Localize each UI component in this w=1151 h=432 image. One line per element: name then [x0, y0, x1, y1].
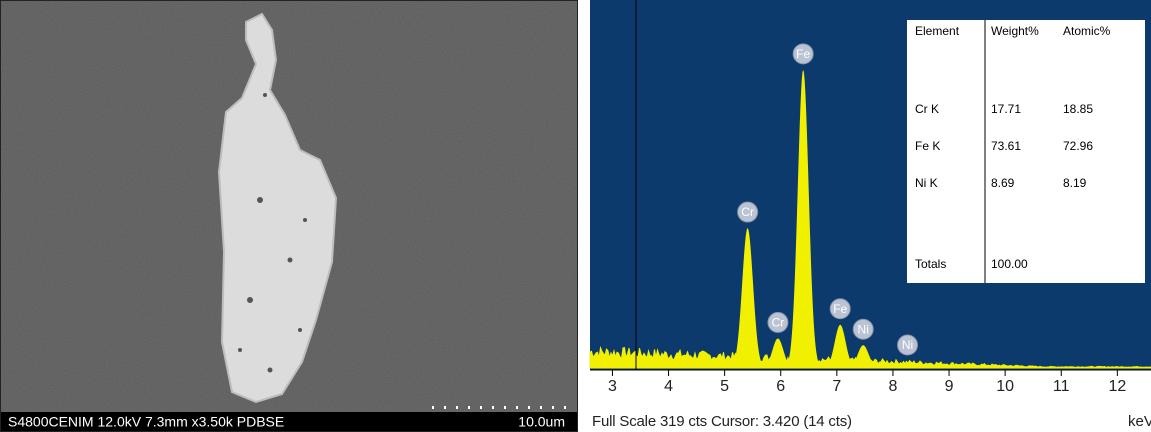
scale-dot	[504, 406, 506, 409]
table-cell: 8.69	[991, 176, 1015, 190]
scale-dot	[528, 406, 530, 409]
peak	[756, 338, 799, 368]
peak-label: Cr	[772, 316, 785, 330]
peak	[886, 363, 929, 368]
sem-caption: S4800CENIM 12.0kV 7.3mm x3.50k PDBSE	[8, 414, 284, 430]
table-box	[907, 20, 1145, 283]
x-tick-label: 3	[608, 378, 617, 395]
peak-label: Ni	[902, 338, 913, 352]
table-cell: Fe K	[915, 139, 940, 153]
peak-label: Ni	[858, 322, 869, 336]
peak-label: Fe	[796, 47, 810, 61]
scale-label: 10.0um	[518, 414, 565, 430]
x-tick-label: 4	[664, 378, 673, 395]
table-cell: Cr K	[915, 102, 939, 116]
scale-dot	[456, 406, 458, 409]
x-tick-label: 10	[996, 378, 1014, 395]
peak	[726, 228, 769, 368]
spectrum-background-noise	[589, 345, 1151, 369]
table-cell: 18.85	[1063, 102, 1093, 116]
peak	[819, 324, 862, 368]
scale-dot	[540, 406, 542, 409]
x-tick-label: 8	[888, 378, 897, 395]
x-tick-label: 11	[1053, 378, 1070, 395]
x-unit: keV	[1128, 413, 1151, 430]
x-tick-label: 7	[832, 378, 841, 395]
scale-dot	[552, 406, 554, 409]
table-cell: 17.71	[991, 102, 1021, 116]
particle	[217, 12, 338, 404]
spectrum-footer: Full Scale 319 cts Cursor: 3.420 (14 cts…	[592, 413, 852, 430]
peak	[782, 69, 825, 369]
table-cell: 73.61	[991, 139, 1021, 153]
peak-label-bubble	[897, 334, 919, 356]
peak	[842, 345, 885, 368]
sem-image: S4800CENIM 12.0kV 7.3mm x3.50k PDBSE 10.…	[0, 0, 578, 432]
table-cell: Ni K	[915, 176, 938, 190]
table-cell: 100.00	[991, 257, 1028, 271]
x-tick-label: 9	[945, 378, 954, 395]
peak-label-bubble	[767, 311, 789, 333]
x-tick-label: 5	[720, 378, 729, 395]
scale-dot	[468, 406, 470, 409]
table-header: Weight%	[991, 24, 1039, 38]
scale-dot	[492, 406, 494, 409]
scale-dot	[480, 406, 482, 409]
table-cell: 72.96	[1063, 139, 1093, 153]
peak-label-bubble	[792, 43, 814, 65]
x-tick-label: 6	[776, 378, 785, 395]
table-header: Atomic%	[1063, 24, 1111, 38]
peak-label-bubble	[737, 201, 759, 223]
peak-label: Fe	[833, 302, 847, 316]
results-table: Element Weight% Atomic% Cr K 17.71 18.85 Fe K 7…	[907, 20, 1145, 283]
scale-dot	[564, 406, 566, 409]
table-header: Element	[915, 24, 960, 38]
scale-dot	[444, 406, 446, 409]
peak-label-bubble	[829, 298, 851, 320]
caption-bar	[0, 412, 578, 432]
scale-dot	[516, 406, 518, 409]
table-cell: 8.19	[1063, 176, 1087, 190]
peak-label: Cr	[741, 205, 754, 219]
scale-bar	[432, 406, 566, 409]
table-cell: Totals	[915, 257, 946, 271]
particle-pores	[238, 93, 307, 373]
peak-label-bubble	[852, 318, 874, 340]
x-tick-label: 12	[1108, 378, 1126, 395]
scale-dot	[432, 406, 434, 409]
